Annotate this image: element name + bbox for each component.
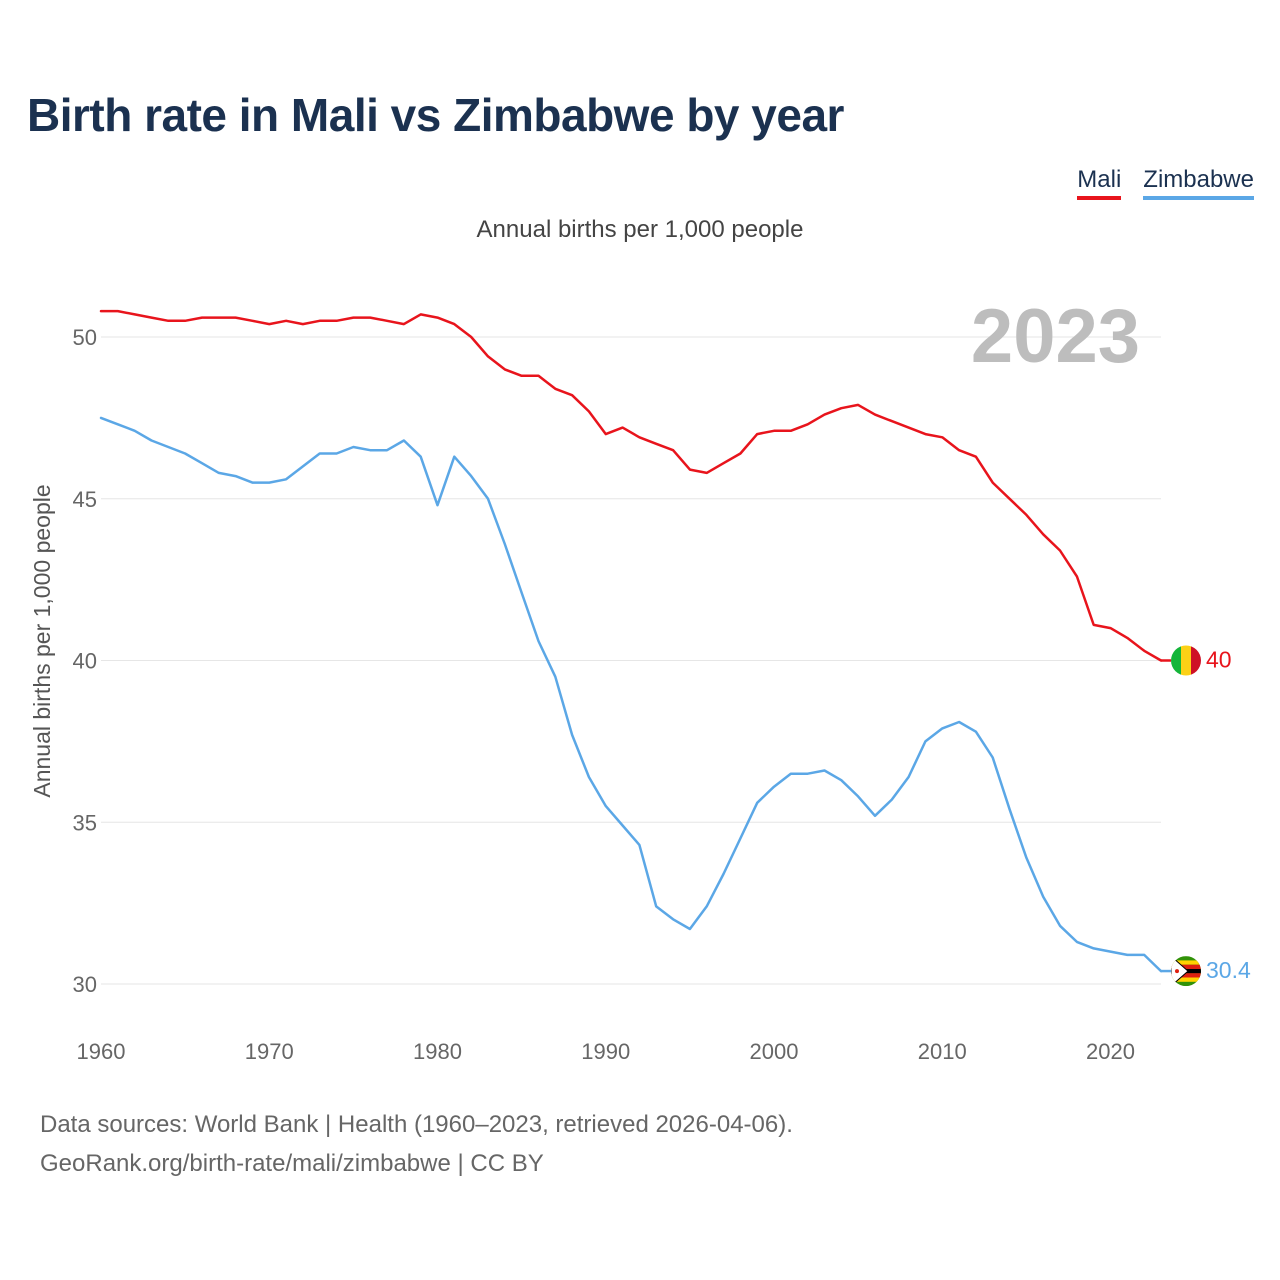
series-lines [99,309,1171,973]
y-tick-label: 45 [73,487,97,512]
y-tick-label: 35 [73,810,97,835]
x-tick-label: 2000 [750,1039,799,1064]
legend: Mali Zimbabwe [1077,166,1254,200]
legend-item-zimbabwe[interactable]: Zimbabwe [1143,166,1254,200]
end-label-mali: 40 [1206,647,1232,673]
series-line-mali [99,309,1163,662]
y-tick-label: 40 [73,649,97,674]
series-line-zimbabwe [99,416,1163,973]
chart-title: Birth rate in Mali vs Zimbabwe by year [27,89,844,141]
data-source-note: Data sources: World Bank | Health (1960–… [40,1111,793,1138]
x-tick-label: 2010 [918,1039,967,1064]
footer: Data sources: World Bank | Health (1960–… [40,1105,793,1183]
year-label: 2023 [971,294,1140,379]
end-label-zimbabwe: 30.4 [1206,957,1251,983]
x-tick-label: 2020 [1086,1039,1135,1064]
x-axis-ticks: 1960 1970 1980 1990 2000 2010 2020 [77,1039,1135,1064]
x-tick-label: 1980 [413,1039,462,1064]
y-axis-title: Annual births per 1,000 people [29,484,55,797]
legend-item-mali[interactable]: Mali [1077,166,1122,200]
zimbabwe-flag-icon [1171,956,1201,987]
grid-lines [101,336,1161,985]
x-tick-label: 1990 [581,1039,630,1064]
source-link: GeoRank.org/birth-rate/mali/zimbabwe | C… [40,1150,544,1177]
y-axis-ticks: 30 35 40 45 50 [73,325,97,997]
end-labels: 40 30.4 [1206,647,1251,984]
chart-subtitle: Annual births per 1,000 people [476,216,804,243]
x-tick-label: 1960 [77,1039,126,1064]
mali-flag-icon [1171,645,1201,676]
x-tick-label: 1970 [245,1039,294,1064]
y-tick-label: 30 [73,972,97,997]
y-tick-label: 50 [73,325,97,350]
